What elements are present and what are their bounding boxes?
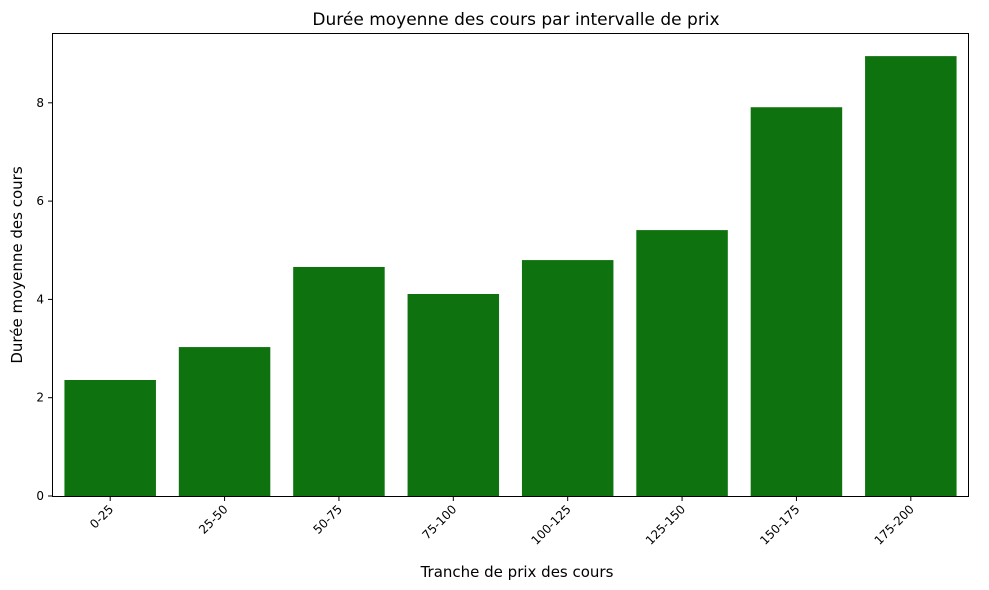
x-tick-label: 150-175 [757, 502, 802, 547]
bar-75-100 [407, 293, 500, 496]
y-axis-title: Durée moyenne des cours [8, 166, 26, 363]
bar-125-150 [636, 230, 728, 496]
y-tick-label: 6 [36, 194, 44, 208]
bar-25-50 [178, 347, 271, 496]
x-tick-label: 125-150 [643, 502, 688, 547]
x-axis-ticks: 0-25 25-50 50-75 75-100 100-125 125-150 150-17… [87, 496, 917, 548]
plot-frame [52, 33, 969, 497]
bar-50-75 [293, 266, 385, 496]
y-tick-label: 0 [36, 489, 44, 503]
y-tick-label: 2 [36, 391, 44, 405]
y-axis-ticks: 0 2 4 6 8 [36, 96, 53, 503]
x-tick-label: 0-25 [87, 502, 116, 531]
y-tick-label: 4 [36, 292, 44, 306]
bar-150-175 [750, 107, 843, 496]
bar-100-125 [521, 260, 614, 496]
x-tick-label: 75-100 [419, 502, 459, 542]
x-tick-label: 175-200 [872, 502, 917, 547]
bar-175-200 [865, 56, 957, 497]
x-tick-label: 100-125 [528, 502, 573, 547]
chart-title: Durée moyenne des cours par intervalle d… [312, 10, 719, 30]
x-tick-label: 50-75 [310, 502, 345, 537]
bar-0-25 [64, 380, 156, 496]
x-axis-title: Tranche de prix des cours [420, 563, 614, 581]
x-tick-label: 25-50 [196, 502, 231, 537]
bars-group [64, 56, 957, 497]
y-tick-label: 8 [36, 96, 44, 110]
